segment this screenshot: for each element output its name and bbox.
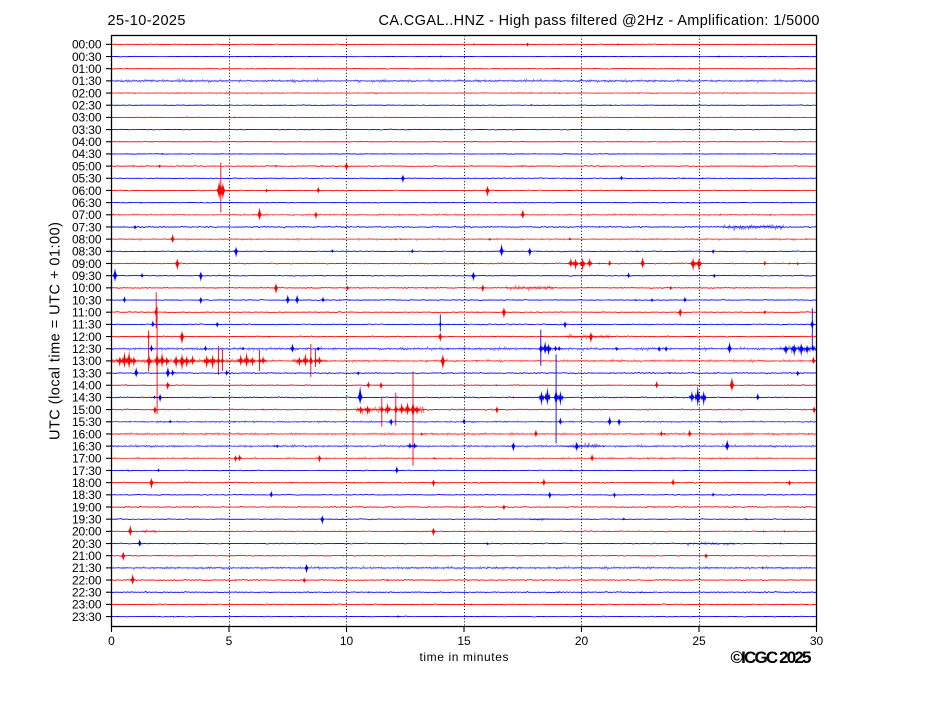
- svg-text:02:30: 02:30: [72, 99, 102, 113]
- svg-text:02:00: 02:00: [72, 86, 102, 100]
- svg-text:15:30: 15:30: [72, 415, 102, 429]
- svg-text:15: 15: [457, 634, 471, 648]
- svg-text:07:00: 07:00: [72, 208, 102, 222]
- svg-text:11:00: 11:00: [72, 306, 102, 320]
- svg-text:08:00: 08:00: [72, 232, 102, 246]
- svg-text:©ICGC 2025: ©ICGC 2025: [731, 648, 812, 667]
- svg-text:UTC (local time = UTC + 01:00): UTC (local time = UTC + 01:00): [48, 222, 64, 440]
- svg-text:5: 5: [226, 634, 233, 648]
- svg-text:04:00: 04:00: [72, 135, 102, 149]
- svg-text:13:30: 13:30: [72, 366, 102, 380]
- svg-text:time in minutes: time in minutes: [420, 650, 509, 664]
- svg-text:10:00: 10:00: [72, 281, 102, 295]
- svg-text:05:30: 05:30: [72, 172, 102, 186]
- svg-text:25: 25: [692, 634, 706, 648]
- svg-text:20: 20: [575, 634, 589, 648]
- svg-text:16:30: 16:30: [72, 439, 102, 453]
- svg-text:12:00: 12:00: [72, 330, 102, 344]
- svg-text:18:30: 18:30: [72, 488, 102, 502]
- svg-text:18:00: 18:00: [72, 476, 102, 490]
- svg-text:03:30: 03:30: [72, 123, 102, 137]
- svg-text:16:00: 16:00: [72, 427, 102, 441]
- svg-text:07:30: 07:30: [72, 220, 102, 234]
- svg-text:03:00: 03:00: [72, 111, 102, 125]
- svg-text:25-10-2025: 25-10-2025: [108, 13, 186, 29]
- svg-text:10:30: 10:30: [72, 293, 102, 307]
- svg-text:20:00: 20:00: [72, 525, 102, 539]
- svg-text:20:30: 20:30: [72, 537, 102, 551]
- svg-text:17:00: 17:00: [72, 452, 102, 466]
- svg-text:01:30: 01:30: [72, 74, 102, 88]
- svg-text:11:30: 11:30: [72, 318, 102, 332]
- svg-text:23:00: 23:00: [72, 598, 102, 612]
- svg-text:00:30: 00:30: [72, 50, 102, 64]
- svg-text:22:30: 22:30: [72, 586, 102, 600]
- svg-text:0: 0: [108, 634, 115, 648]
- svg-text:12:30: 12:30: [72, 342, 102, 356]
- svg-text:06:00: 06:00: [72, 184, 102, 198]
- svg-text:14:00: 14:00: [72, 379, 102, 393]
- svg-text:13:00: 13:00: [72, 354, 102, 368]
- svg-text:22:00: 22:00: [72, 573, 102, 587]
- svg-text:09:30: 09:30: [72, 269, 102, 283]
- svg-text:15:00: 15:00: [72, 403, 102, 417]
- svg-text:30: 30: [810, 634, 824, 648]
- svg-text:19:30: 19:30: [72, 512, 102, 526]
- svg-text:00:00: 00:00: [72, 38, 102, 52]
- svg-text:01:00: 01:00: [72, 62, 102, 76]
- svg-text:21:30: 21:30: [72, 561, 102, 575]
- svg-text:19:00: 19:00: [72, 500, 102, 514]
- svg-text:04:30: 04:30: [72, 147, 102, 161]
- svg-text:05:00: 05:00: [72, 159, 102, 173]
- svg-text:21:00: 21:00: [72, 549, 102, 563]
- svg-text:17:30: 17:30: [72, 464, 102, 478]
- svg-text:09:00: 09:00: [72, 257, 102, 271]
- svg-text:06:30: 06:30: [72, 196, 102, 210]
- svg-text:23:30: 23:30: [72, 610, 102, 624]
- svg-text:10: 10: [340, 634, 354, 648]
- svg-text:08:30: 08:30: [72, 245, 102, 259]
- svg-text:14:30: 14:30: [72, 391, 102, 405]
- svg-text:CA.CGAL..HNZ - High pass filte: CA.CGAL..HNZ - High pass filtered @2Hz -…: [379, 13, 820, 29]
